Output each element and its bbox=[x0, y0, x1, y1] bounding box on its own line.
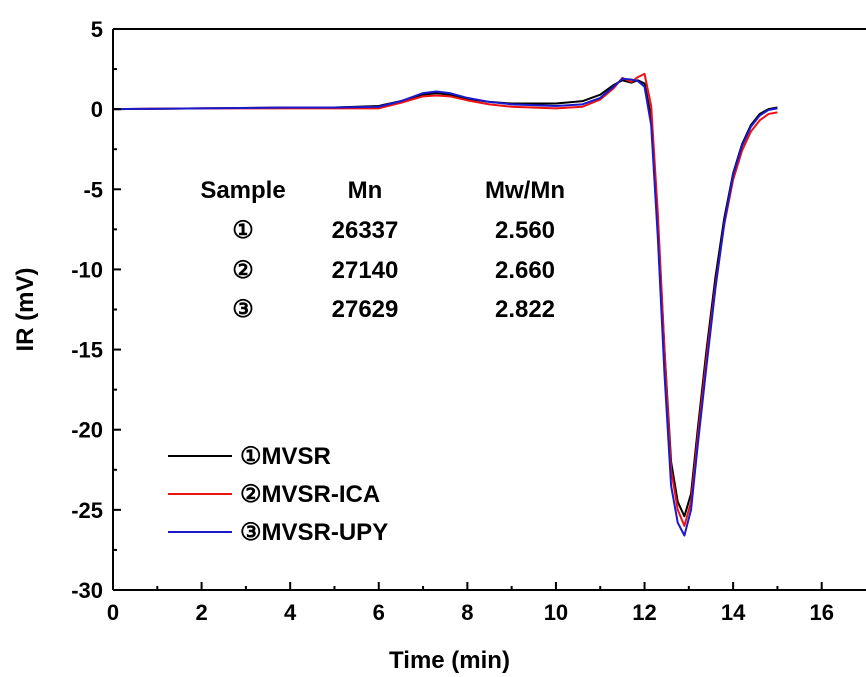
table-cell: 2.660 bbox=[495, 257, 555, 284]
series-line-1 bbox=[112, 79, 778, 518]
series-line-2 bbox=[112, 72, 778, 527]
table-header-cell: Sample bbox=[200, 177, 285, 204]
axes: 0 2 4 6 8 10 12 14 16 5 0 -5 -10 -15 -20 -25 -30 bbox=[71, 17, 834, 625]
y-tick-label: -5 bbox=[83, 177, 103, 202]
series-line-3 bbox=[112, 77, 778, 537]
table-cell: 2.560 bbox=[495, 217, 555, 244]
legend-label: ②MVSR-ICA bbox=[240, 481, 380, 508]
x-tick-label: 16 bbox=[809, 600, 833, 625]
x-tick-label: 0 bbox=[107, 600, 119, 625]
table-header-cell: Mw/Mn bbox=[485, 177, 565, 204]
x-tick-label: 8 bbox=[461, 600, 473, 625]
x-tick-label: 12 bbox=[632, 600, 656, 625]
x-tick-label: 2 bbox=[195, 600, 207, 625]
y-tick-label: -10 bbox=[71, 257, 103, 282]
y-tick-label: -15 bbox=[71, 338, 103, 363]
x-tick-label: 6 bbox=[373, 600, 385, 625]
series-layer bbox=[112, 72, 778, 537]
x-tick-label: 4 bbox=[284, 600, 297, 625]
legend: ①MVSR ②MVSR-ICA ③MVSR-UPY bbox=[168, 443, 388, 546]
y-tick-label: -25 bbox=[71, 498, 103, 523]
table-header-cell: Mn bbox=[348, 177, 383, 204]
table-cell: 26337 bbox=[332, 217, 399, 244]
y-axis-title: IR (mV) bbox=[12, 268, 39, 352]
legend-label: ③MVSR-UPY bbox=[240, 519, 388, 546]
legend-label: ①MVSR bbox=[240, 443, 331, 470]
x-axis-title: Time (min) bbox=[389, 647, 510, 674]
table-cell: 2.822 bbox=[495, 296, 555, 323]
table-cell: ③ bbox=[232, 296, 254, 323]
table-cell: 27140 bbox=[332, 257, 399, 284]
table-cell: 27629 bbox=[332, 296, 399, 323]
y-tick-label: -30 bbox=[71, 578, 103, 603]
y-tick-label: 0 bbox=[91, 97, 103, 122]
x-tick-label: 14 bbox=[721, 600, 746, 625]
y-tick-label: 5 bbox=[91, 17, 103, 42]
table-cell: ② bbox=[232, 257, 254, 284]
y-tick-label: -20 bbox=[71, 418, 103, 443]
x-tick-label: 10 bbox=[544, 600, 568, 625]
table-cell: ① bbox=[232, 217, 254, 244]
results-table: Sample Mn Mw/Mn ① 26337 2.560 ② 27140 2.660 ③ 2762… bbox=[200, 177, 565, 323]
plot-area bbox=[112, 28, 866, 591]
